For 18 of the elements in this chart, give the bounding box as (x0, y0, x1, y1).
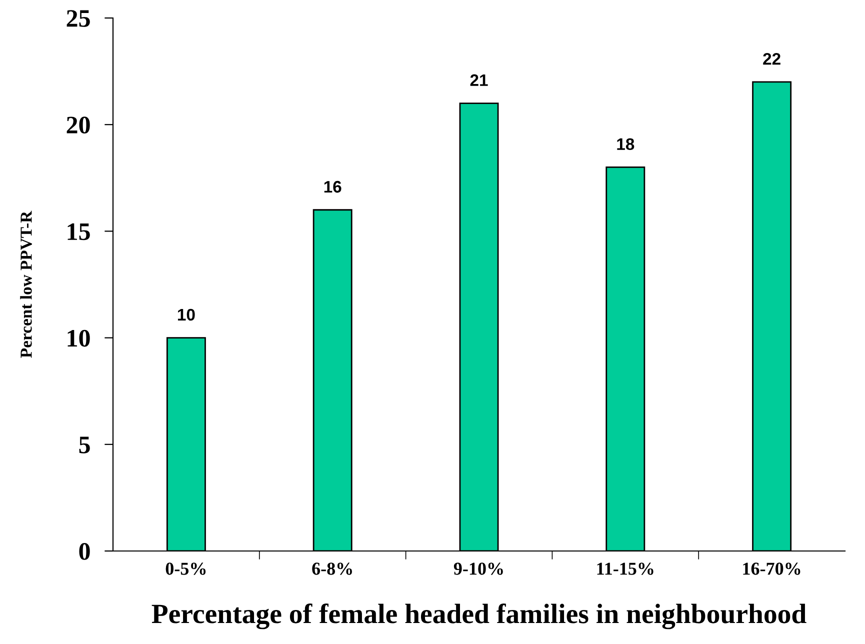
y-tick-label: 15 (68, 223, 90, 240)
y-tick-label: 10 (68, 330, 90, 347)
y-tick-label: 25 (66, 10, 90, 27)
data-label: 21 (470, 74, 488, 86)
x-tick-label: 16-70% (743, 562, 800, 575)
data-label: 22 (763, 52, 780, 65)
y-axis-title: Percent low PPVT-R (20, 210, 32, 358)
data-label: 16 (324, 180, 342, 193)
y-tick-label: 20 (66, 116, 90, 134)
data-label: 18 (617, 138, 634, 150)
y-tick-label: 5 (79, 436, 90, 454)
x-tick-label: 6-8% (312, 562, 352, 575)
x-axis-title: Percentage of female headed families in neighbourhood (152, 603, 806, 630)
x-tick-label: 9-10% (454, 562, 503, 575)
x-tick-label: 0-5% (166, 562, 206, 575)
data-label: 10 (178, 308, 195, 321)
y-tick-label: 0 (79, 543, 90, 560)
x-tick-label: 11-15% (597, 562, 654, 575)
